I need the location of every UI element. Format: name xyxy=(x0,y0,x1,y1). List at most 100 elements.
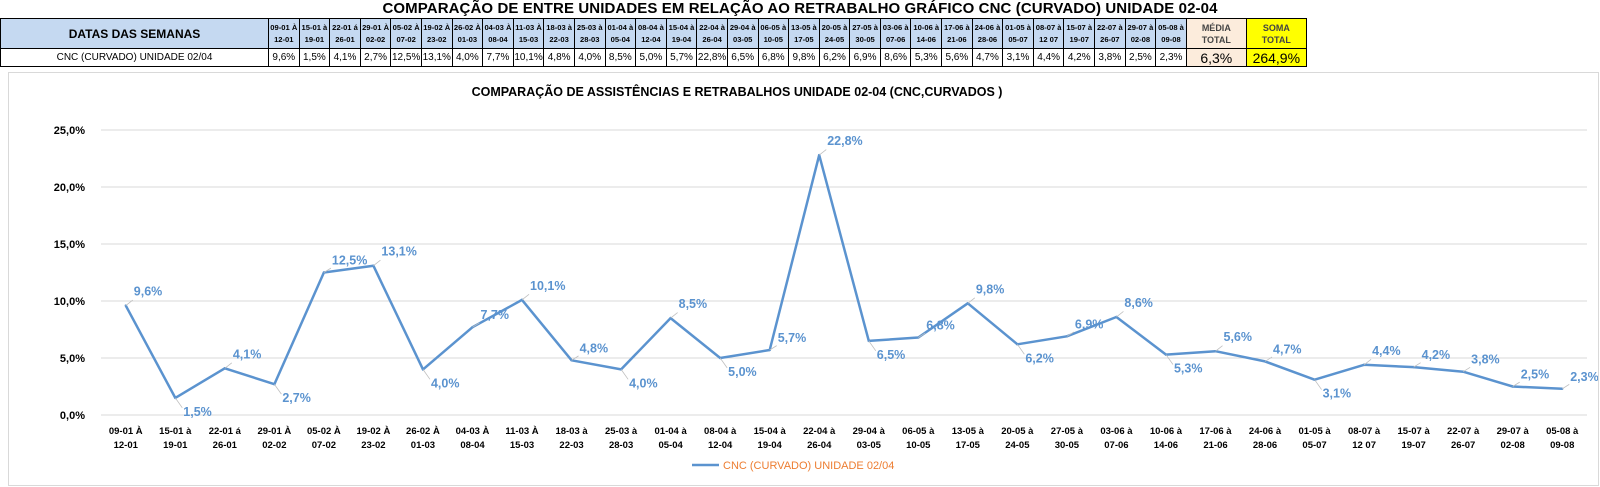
x-tick-label: 05-02 À xyxy=(307,426,341,437)
soma-total-header-line: TOTAL xyxy=(1261,34,1291,45)
week-start: 09-01 À xyxy=(270,22,298,32)
leader-line xyxy=(868,340,877,352)
series-line-path xyxy=(124,153,1563,400)
leader-line xyxy=(1066,331,1075,337)
media-total-header-line: MÉDIA xyxy=(1201,22,1231,33)
soma-total-value: 264,9% xyxy=(1245,48,1307,67)
week-start: 05-08 à xyxy=(1158,22,1184,32)
x-tick-label: 15-04 à xyxy=(754,426,787,437)
week-header-cell: 09-01 À 12-01 xyxy=(268,18,300,49)
leader-line xyxy=(125,299,134,306)
value-cell: 13,1% xyxy=(420,48,453,67)
x-tick-label: 22-04 à xyxy=(803,426,836,437)
data-label: 4,0% xyxy=(629,376,658,390)
week-header-cell: 03-06 à 07-06 xyxy=(879,18,912,49)
value-cell: 1,5% xyxy=(298,48,331,67)
x-tick-label: 29-07 à xyxy=(1497,426,1530,437)
week-header-cell: 29-01 À 02-02 xyxy=(359,18,392,49)
x-tick-label: 12-01 xyxy=(114,440,139,451)
x-tick-label: 03-05 xyxy=(857,440,882,451)
chart-area: COMPARAÇÃO DE ASSISTÊNCIAS E RETRABALHOS… xyxy=(8,72,1599,486)
x-axis: 09-01 À 12-01 15-01 à 19-01 22-01 á 26-01 29-0… xyxy=(109,426,1579,451)
leader-line xyxy=(620,369,629,380)
week-end: 08-04 xyxy=(488,34,508,44)
table-row: CNC (CURVADO) UNIDADE 02/04 9,6% 1,5% 4,1%… xyxy=(0,48,1307,67)
week-start: 29-04 à xyxy=(729,22,756,32)
week-end: 12 07 xyxy=(1039,34,1059,44)
x-tick-label: 12-04 xyxy=(708,440,733,451)
value-cell: 2,7% xyxy=(359,48,392,67)
data-label: 4,8% xyxy=(580,341,609,355)
week-start: 15-04 à xyxy=(668,22,695,32)
x-tick-label: 25-03 à xyxy=(605,426,638,437)
week-start: 29-01 À xyxy=(362,22,390,32)
y-tick-label: 25,0% xyxy=(54,125,85,137)
value-cell: 6,8% xyxy=(757,48,790,67)
data-label: 2,7% xyxy=(282,391,311,405)
x-tick-label: 26-04 xyxy=(807,440,832,451)
line-chart: COMPARAÇÃO DE ASSISTÊNCIAS E RETRABALHOS… xyxy=(54,84,1598,472)
data-label: 1,5% xyxy=(183,405,212,419)
legend-label: CNC (CURVADO) UNIDADE 02/04 xyxy=(723,460,894,472)
leader-line xyxy=(1512,381,1520,387)
x-tick-label: 15-01 à xyxy=(159,426,192,437)
value-cell: 5,6% xyxy=(941,48,973,67)
soma-total-header-line: SOMA xyxy=(1262,22,1290,33)
week-end: 19-07 xyxy=(1069,34,1089,44)
x-tick-label: 26-02 À xyxy=(406,426,440,437)
value-cell: 2,3% xyxy=(1155,48,1187,67)
week-header-cell: 22-04 à 26-04 xyxy=(696,18,728,49)
leader-line xyxy=(571,355,579,361)
week-header-cell: 05-08 à 09-08 xyxy=(1155,18,1187,49)
leader-line xyxy=(967,297,976,304)
value-cell: 4,1% xyxy=(329,48,361,67)
week-start: 05-02 À xyxy=(392,22,420,32)
value-cell: 3,8% xyxy=(1094,48,1126,67)
leader-line xyxy=(1215,345,1223,352)
x-tick-label: 13-05 à xyxy=(952,426,985,437)
x-tick-label: 21-06 xyxy=(1203,440,1227,451)
leader-line xyxy=(670,312,678,319)
week-header-cell: 08-07 à 12 07 xyxy=(1032,18,1065,49)
leader-line xyxy=(1363,359,1372,366)
week-header-cell: 29-04 à 03-05 xyxy=(726,18,759,49)
x-tick-label: 28-06 xyxy=(1253,440,1277,451)
x-tick-label: 08-04 xyxy=(460,440,485,451)
data-label: 5,3% xyxy=(1174,362,1203,376)
value-cell: 9,6% xyxy=(268,48,300,67)
week-start: 17-06 à xyxy=(943,22,970,32)
value-cell: 5,0% xyxy=(635,48,667,67)
data-label: 9,6% xyxy=(134,285,163,299)
week-start: 18-03 à xyxy=(546,22,573,32)
leader-line xyxy=(769,345,777,351)
week-header-cell: 15-04 à 19-04 xyxy=(665,18,698,49)
x-tick-label: 19-04 xyxy=(758,440,783,451)
media-total-header-line: TOTAL xyxy=(1201,34,1231,45)
x-tick-label: 24-06 à xyxy=(1249,426,1282,437)
week-start: 22-07 à xyxy=(1096,22,1123,32)
data-label: 5,0% xyxy=(728,365,757,379)
value-cell: 6,2% xyxy=(818,48,851,67)
x-tick-label: 01-03 xyxy=(411,440,435,451)
data-label: 4,0% xyxy=(431,376,460,390)
leader-line xyxy=(818,149,827,156)
leader-line xyxy=(174,397,183,409)
week-start: 27-05 à xyxy=(852,22,878,32)
week-header-cell: 26-02 À 01-03 xyxy=(451,18,484,49)
leader-line xyxy=(1165,354,1174,365)
week-header-cell: 20-05 à 24-05 xyxy=(818,18,851,49)
data-label: 6,5% xyxy=(877,348,906,362)
week-end: 24-05 xyxy=(824,34,845,44)
series-row-label: CNC (CURVADO) UNIDADE 02/04 xyxy=(0,48,269,67)
y-tick-label: 20,0% xyxy=(54,182,85,194)
week-end: 26-07 xyxy=(1100,34,1120,44)
week-start: 22-01 á xyxy=(332,22,358,32)
data-label: 5,7% xyxy=(778,331,807,345)
x-tick-label: 07-02 xyxy=(312,440,336,451)
week-end: 02-08 xyxy=(1130,34,1151,44)
gridlines xyxy=(101,129,1587,416)
legend: CNC (CURVADO) UNIDADE 02/04 xyxy=(692,460,894,472)
week-header-cell: 19-02 À 23-02 xyxy=(420,18,453,49)
week-end: 26-01 xyxy=(335,34,355,44)
week-header-cell: 25-03 à 28-03 xyxy=(573,18,606,49)
